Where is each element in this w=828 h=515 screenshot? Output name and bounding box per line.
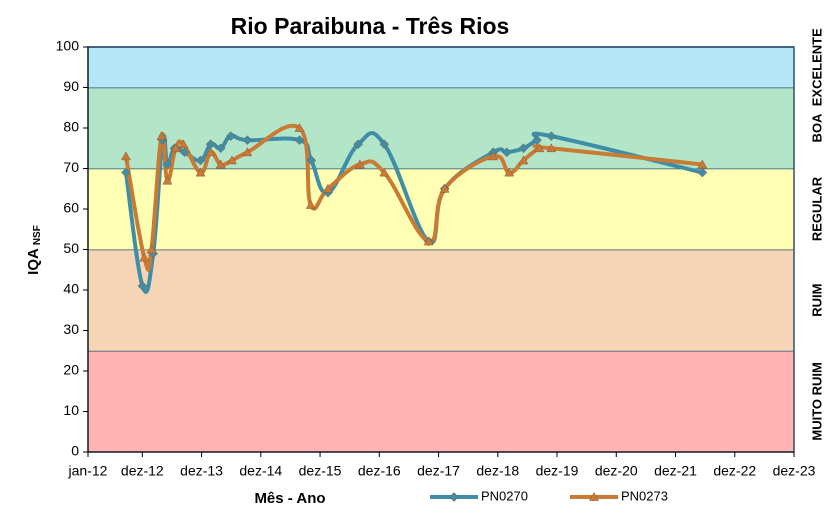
marker [323,183,333,193]
marker [121,167,131,178]
marker [294,135,305,146]
marker [501,147,512,158]
marker [532,135,542,146]
band [88,47,794,88]
marker [379,139,390,150]
y-tick-label: 40 [63,281,79,297]
marker [305,199,316,209]
marker [146,244,157,254]
marker [355,159,365,169]
marker [488,151,499,161]
marker [518,155,529,165]
marker [589,491,599,501]
marker [139,252,150,262]
legend-label: PN0270 [481,488,528,503]
marker [195,167,206,177]
band-label: EXCELENTE [809,28,824,106]
y-tick-label: 90 [63,78,79,94]
marker [423,236,434,246]
marker [137,281,148,291]
x-tick-label: dez-19 [536,463,579,479]
y-tick-label: 0 [71,443,79,459]
marker [546,143,557,153]
marker [697,159,708,169]
legend-label: PN0273 [621,488,668,503]
chart-title: Rio Paraibuna - Três Rios [231,13,510,39]
marker [534,143,545,153]
marker [697,167,708,178]
x-tick-label: dez-13 [180,463,223,479]
x-tick-label: dez-12 [121,463,164,479]
y-axis-label: IQA NSF [25,225,43,275]
marker [156,131,167,140]
marker [504,167,515,177]
band [88,350,794,452]
y-label-main: IQA [25,248,42,275]
band [88,249,794,351]
marker [215,159,226,169]
marker [242,135,253,146]
marker [242,147,253,157]
y-tick-label: 100 [56,38,80,54]
marker [306,155,317,166]
x-tick-label: dez-17 [417,463,460,479]
marker [179,147,190,158]
marker [518,143,529,154]
y-label-sub: NSF [32,225,43,245]
marker [449,492,459,502]
marker [205,147,216,157]
band-label: BOA [809,113,824,143]
marker [170,143,181,153]
y-tick-label: 10 [63,402,79,418]
marker [294,122,305,132]
x-tick-label: dez-20 [595,463,638,479]
y-tick-label: 30 [63,321,79,337]
y-tick-label: 70 [63,159,79,175]
x-tick-label: dez-16 [358,463,401,479]
marker [225,131,236,141]
x-tick-label: dez-14 [239,463,282,479]
band-label: MUITO RUIM [809,362,824,440]
marker [162,175,173,185]
y-tick-label: 60 [63,200,79,216]
x-tick-label: dez-22 [713,463,756,479]
marker [215,143,226,154]
marker [546,131,557,141]
marker [439,183,450,193]
y-tick-label: 50 [63,240,79,256]
marker [120,151,131,161]
marker [162,159,173,170]
marker [195,155,206,166]
marker [227,155,237,165]
y-tick-label: 20 [63,362,79,378]
marker [379,167,390,177]
band-label: RUIM [809,284,824,317]
x-tick-label: jan-12 [68,463,108,479]
y-tick-label: 80 [63,119,79,135]
x-tick-label: dez-15 [299,463,342,479]
marker [353,139,364,150]
band-label: REGULAR [809,176,824,241]
x-tick-label: dez-21 [654,463,697,479]
band [88,168,794,250]
x-tick-label: dez-23 [773,463,816,479]
x-axis-label: Mês - Ano [254,490,325,507]
x-tick-label: dez-18 [476,463,519,479]
marker [178,139,189,149]
